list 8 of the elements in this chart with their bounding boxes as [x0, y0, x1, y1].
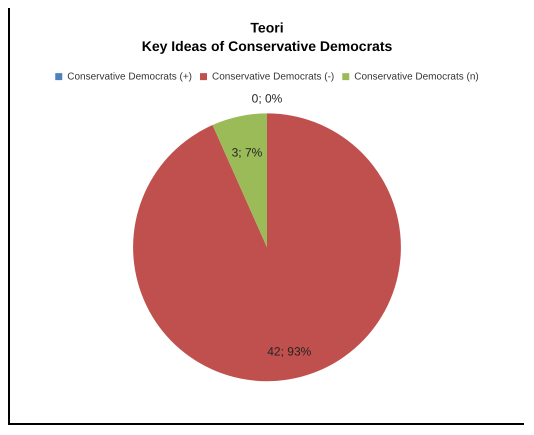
data-label: 3; 7%	[232, 145, 263, 160]
legend-label: Conservative Democrats (+)	[67, 71, 192, 82]
legend-label: Conservative Democrats (-)	[212, 71, 334, 82]
data-label: 42; 93%	[267, 344, 312, 358]
chart-title: Teori	[250, 19, 284, 36]
text: 0; 0%	[252, 92, 282, 106]
legend-label: Conservative Democrats (n)	[354, 71, 479, 82]
chart-subtitle: Key Ideas of Conservative Democrats	[142, 38, 392, 54]
